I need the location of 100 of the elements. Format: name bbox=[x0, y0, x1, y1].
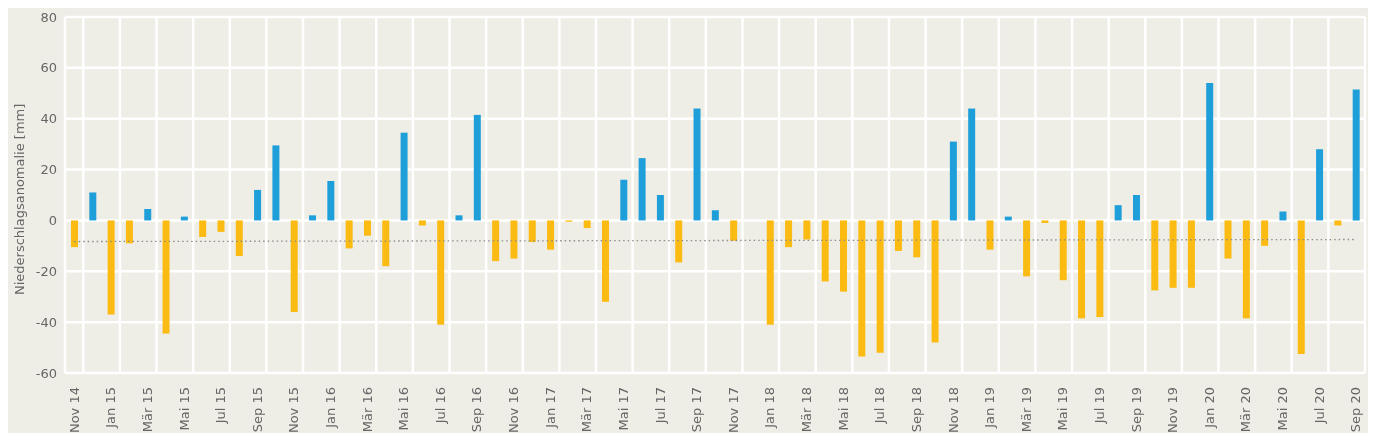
bar bbox=[1023, 220, 1031, 277]
x-tick-label: Mai 17 bbox=[615, 387, 631, 431]
bar bbox=[1041, 220, 1049, 223]
x-tick-label: Sep 15 bbox=[249, 387, 265, 433]
bar bbox=[345, 220, 353, 249]
x-tick-label: Mär 15 bbox=[139, 387, 155, 433]
x-tick-label: Nov 19 bbox=[1165, 387, 1181, 434]
bar bbox=[913, 220, 921, 258]
bar bbox=[162, 220, 170, 334]
x-tick-label: Jul 19 bbox=[1092, 387, 1108, 425]
y-tick-label: 60 bbox=[40, 60, 57, 76]
x-tick-label: Jul 16 bbox=[432, 387, 448, 425]
y-tick-label: 20 bbox=[40, 162, 57, 178]
bar bbox=[858, 220, 866, 357]
bar bbox=[107, 220, 115, 315]
x-tick-label: Mär 16 bbox=[359, 387, 375, 433]
x-tick-label: Nov 16 bbox=[506, 387, 522, 434]
bar bbox=[1169, 220, 1177, 288]
bar bbox=[638, 158, 646, 221]
bar bbox=[254, 189, 262, 221]
bar bbox=[437, 220, 445, 325]
bar bbox=[492, 220, 500, 262]
y-axis-title: Niederschlagsanomalie [mm] bbox=[11, 103, 27, 295]
bar bbox=[272, 145, 280, 221]
x-tick-label: Mai 16 bbox=[396, 387, 412, 431]
x-tick-label: Mär 18 bbox=[799, 387, 815, 433]
bar bbox=[327, 181, 335, 221]
bar bbox=[1187, 220, 1195, 288]
bar bbox=[821, 220, 829, 282]
x-tick-label: Mai 18 bbox=[835, 387, 851, 431]
bar bbox=[1279, 211, 1287, 221]
bar bbox=[583, 220, 591, 229]
bar bbox=[1096, 220, 1104, 318]
x-tick-label: Mai 15 bbox=[176, 387, 192, 431]
x-tick-label: Sep 18 bbox=[908, 387, 924, 433]
x-tick-label: Nov 14 bbox=[66, 387, 82, 434]
bar bbox=[601, 220, 609, 302]
bar bbox=[382, 220, 390, 267]
bar bbox=[418, 220, 426, 226]
bar bbox=[199, 220, 207, 237]
x-tick-label: Jan 17 bbox=[542, 387, 558, 429]
bar bbox=[144, 208, 152, 221]
x-tick-label: Mär 17 bbox=[579, 387, 595, 433]
bar bbox=[71, 220, 78, 248]
x-tick-label: Jan 16 bbox=[322, 387, 338, 429]
bar bbox=[620, 179, 628, 221]
x-tick-label: Jul 17 bbox=[652, 387, 668, 425]
bar bbox=[1059, 220, 1067, 281]
bar bbox=[1224, 220, 1232, 259]
x-tick-label: Sep 16 bbox=[469, 387, 485, 433]
bar bbox=[1261, 220, 1269, 246]
bar bbox=[766, 220, 774, 325]
x-tick-label: Jul 18 bbox=[872, 387, 888, 425]
bar bbox=[510, 220, 518, 259]
bar bbox=[1297, 220, 1305, 354]
x-tick-label: Mai 19 bbox=[1055, 387, 1071, 431]
x-tick-label: Jul 15 bbox=[213, 387, 229, 425]
bar bbox=[711, 210, 719, 221]
x-tick-label: Mär 20 bbox=[1238, 387, 1254, 433]
y-tick-label: -40 bbox=[35, 314, 57, 330]
bar bbox=[803, 220, 811, 240]
bar bbox=[363, 220, 371, 236]
bar bbox=[785, 220, 793, 248]
bar bbox=[455, 215, 463, 221]
bar bbox=[89, 192, 97, 221]
x-tick-label: Sep 19 bbox=[1128, 387, 1144, 433]
x-tick-label: Sep 17 bbox=[689, 387, 705, 433]
x-tick-label: Nov 15 bbox=[286, 387, 302, 434]
bar bbox=[730, 220, 738, 241]
bar bbox=[931, 220, 939, 343]
y-tick-label: 80 bbox=[40, 9, 57, 25]
x-tick-label: Jul 20 bbox=[1311, 387, 1327, 425]
bar bbox=[949, 141, 957, 221]
bar bbox=[1132, 195, 1140, 221]
bar bbox=[217, 220, 225, 232]
bar bbox=[876, 220, 884, 353]
bar bbox=[473, 114, 481, 221]
bar bbox=[1334, 220, 1342, 226]
x-tick-label: Jan 15 bbox=[103, 387, 119, 429]
x-tick-label: Jan 20 bbox=[1201, 387, 1217, 429]
x-tick-label: Mär 19 bbox=[1018, 387, 1034, 433]
bar bbox=[986, 220, 994, 250]
y-tick-label: 40 bbox=[40, 111, 57, 127]
bar bbox=[235, 220, 243, 257]
y-tick-label: -20 bbox=[35, 263, 57, 279]
bar bbox=[840, 220, 848, 292]
bar bbox=[675, 220, 683, 263]
x-tick-label: Sep 20 bbox=[1348, 387, 1364, 433]
y-tick-label: -60 bbox=[35, 365, 57, 381]
bar bbox=[1078, 220, 1086, 319]
bar bbox=[400, 132, 408, 221]
y-tick-label: 0 bbox=[48, 213, 57, 229]
bar bbox=[1206, 83, 1214, 221]
bar bbox=[547, 220, 555, 250]
bar bbox=[1151, 220, 1159, 291]
x-tick-label: Mai 20 bbox=[1275, 387, 1291, 431]
x-tick-label: Nov 17 bbox=[725, 387, 741, 434]
x-tick-label: Jan 19 bbox=[982, 387, 998, 429]
bar bbox=[309, 215, 317, 221]
bar bbox=[1242, 220, 1250, 319]
